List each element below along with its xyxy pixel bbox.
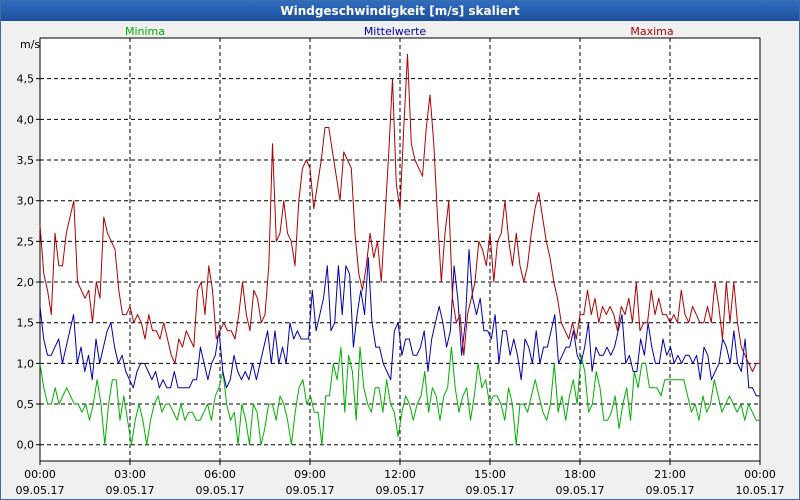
- y-tick-label: 4,0: [17, 113, 35, 126]
- y-tick-label: 2,5: [17, 235, 35, 248]
- x-tick-time: 21:00: [654, 468, 686, 481]
- y-tick-label: 2,0: [17, 276, 35, 289]
- legend-maxima: Maxima: [630, 25, 673, 38]
- y-tick-label: 1,5: [17, 317, 35, 330]
- y-tick-label: 3,5: [17, 154, 35, 167]
- y-tick-label: 4,5: [17, 73, 35, 86]
- x-tick-date: 09.05.17: [376, 484, 425, 497]
- x-tick-time: 03:00: [114, 468, 146, 481]
- legend-minima: Minima: [125, 25, 165, 38]
- series-line-mittelwerte: [39, 249, 760, 397]
- x-tick-date: 09.05.17: [556, 484, 605, 497]
- x-tick-date: 09.05.17: [196, 484, 245, 497]
- chart-title: Windgeschwindigkeit [m/s] skaliert: [1, 1, 799, 21]
- x-tick-date: 09.05.17: [16, 484, 65, 497]
- axes: 0,0 0,5 1,0 1,5 2,0 2,5 3,0 3,5 4,0 4,5 00:00 09.05…: [16, 73, 785, 497]
- x-tick-date: 09.05.17: [646, 484, 695, 497]
- x-tick-date: 10.05.17: [736, 484, 785, 497]
- y-tick-label: 0,5: [17, 398, 35, 411]
- x-tick-time: 00:00: [744, 468, 776, 481]
- x-tick-time: 15:00: [474, 468, 506, 481]
- x-tick-time: 18:00: [564, 468, 596, 481]
- x-tick-date: 09.05.17: [466, 484, 515, 497]
- y-axis-label: m/s: [20, 38, 40, 51]
- x-tick-time: 00:00: [24, 468, 56, 481]
- x-tick-date: 09.05.17: [286, 484, 335, 497]
- series-line-maxima: [39, 53, 760, 372]
- series-line-minima: [39, 346, 760, 446]
- series-layer: [39, 53, 760, 446]
- y-tick-label: 3,0: [17, 195, 35, 208]
- x-tick-time: 12:00: [384, 468, 416, 481]
- y-tick-label: 1,0: [17, 357, 35, 370]
- y-tick-label: 0,0: [17, 439, 35, 452]
- legend-mittelwerte: Mittelwerte: [364, 25, 427, 38]
- x-tick-date: 09.05.17: [106, 484, 155, 497]
- x-tick-time: 09:00: [294, 468, 326, 481]
- x-tick-time: 06:00: [204, 468, 236, 481]
